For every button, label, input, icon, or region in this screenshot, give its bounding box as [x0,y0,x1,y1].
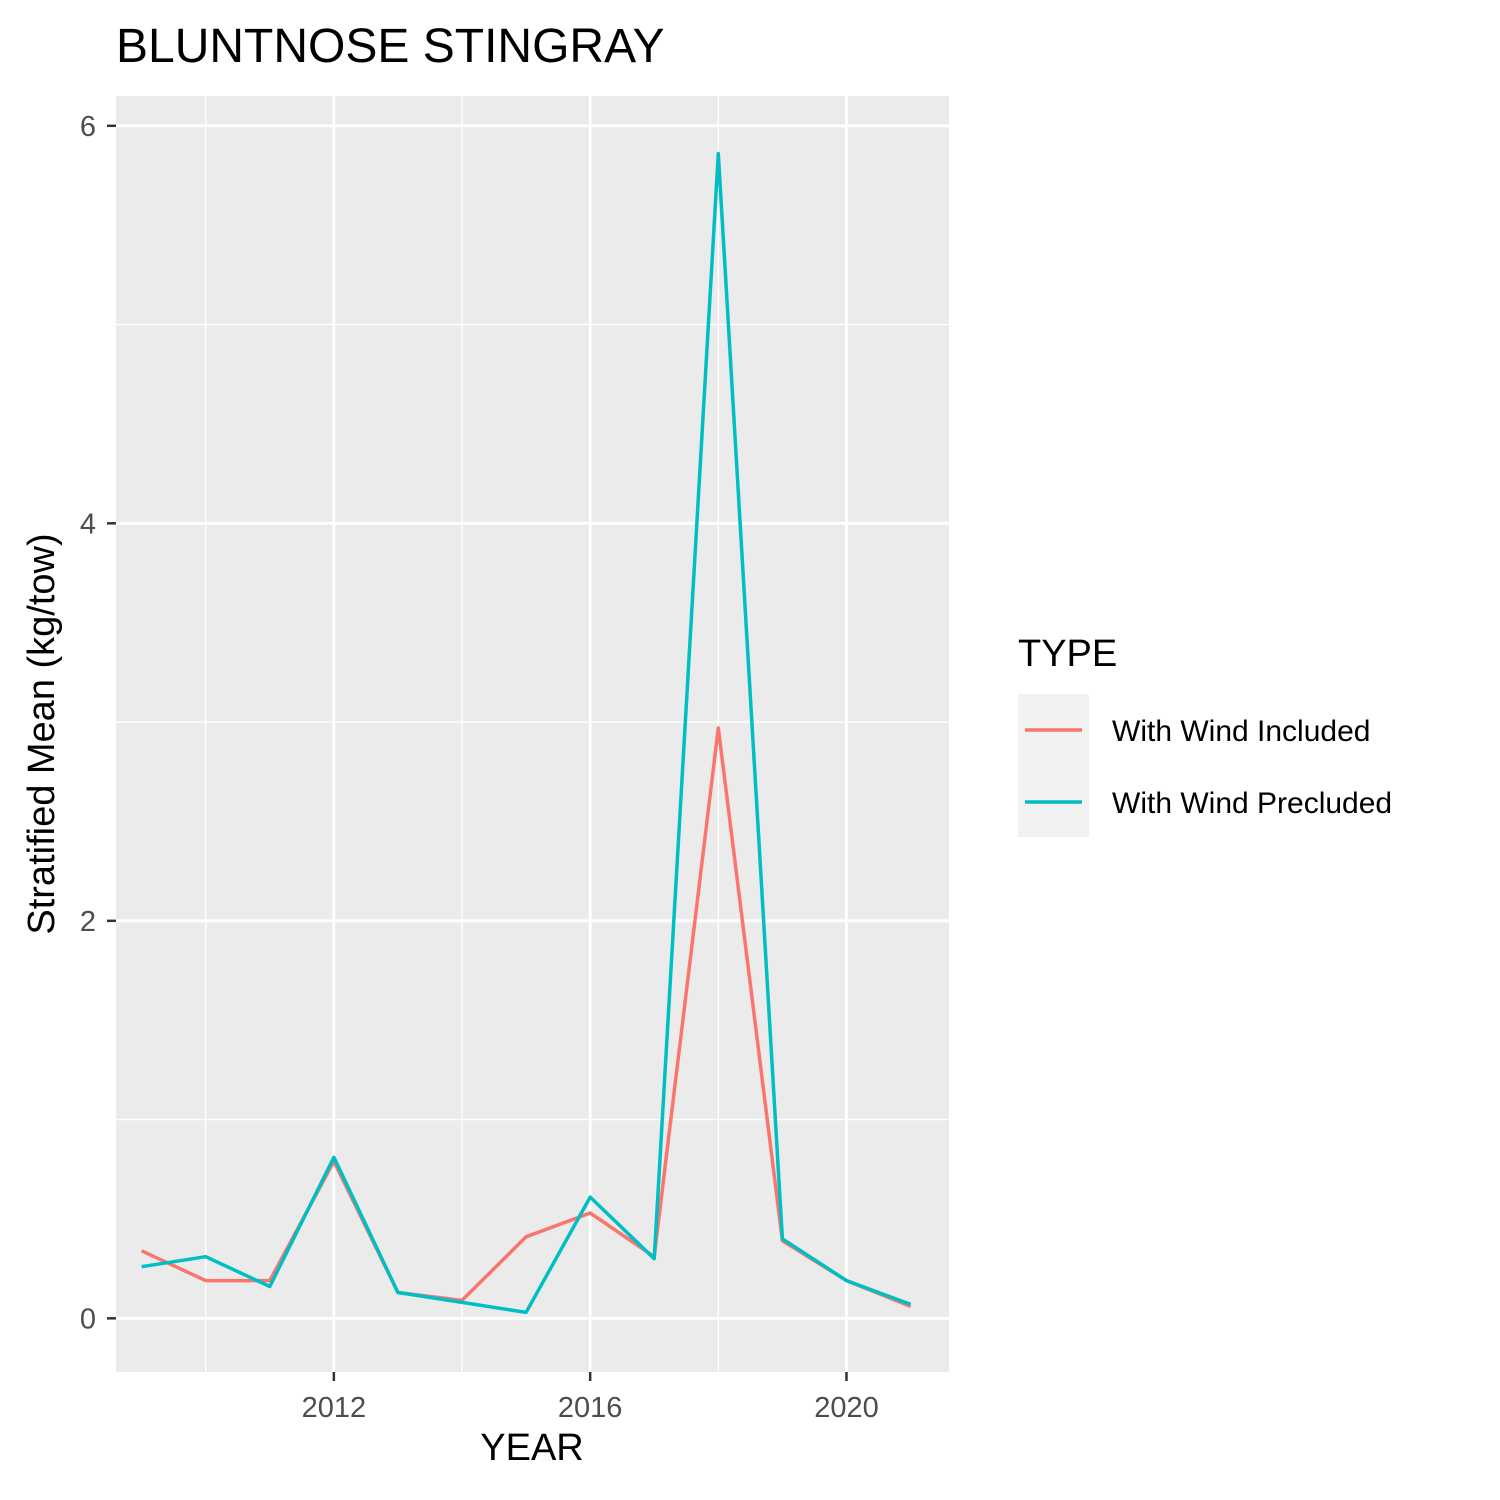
x-axis: 2012 2016 2020 [302,1372,879,1424]
x-tick-label: 2020 [814,1392,879,1424]
y-axis: 0 2 4 6 [80,111,116,1335]
grid-major [116,96,949,1372]
plot-panel [116,96,949,1372]
y-tick-label: 0 [80,1303,96,1335]
chart-title: BLUNTNOSE STINGRAY [116,20,665,73]
series-line-with-wind-precluded [141,151,912,1315]
legend-label-with-wind-included: With Wind Included [1112,715,1370,748]
series-lines [140,151,912,1315]
legend-title: TYPE [1018,633,1117,675]
x-tick-label: 2012 [302,1392,367,1424]
legend: TYPE With Wind Included With Wind Preclu… [1018,633,1392,837]
x-tick-label: 2016 [558,1392,623,1424]
legend-key-background [1018,694,1089,837]
y-tick-label: 6 [80,111,96,143]
y-axis-title: Stratified Mean (kg/tow) [21,533,63,934]
y-tick-label: 2 [80,906,96,938]
legend-label-with-wind-precluded: With Wind Precluded [1112,787,1392,820]
y-tick-label: 4 [80,508,96,540]
x-axis-title: YEAR [480,1427,583,1469]
